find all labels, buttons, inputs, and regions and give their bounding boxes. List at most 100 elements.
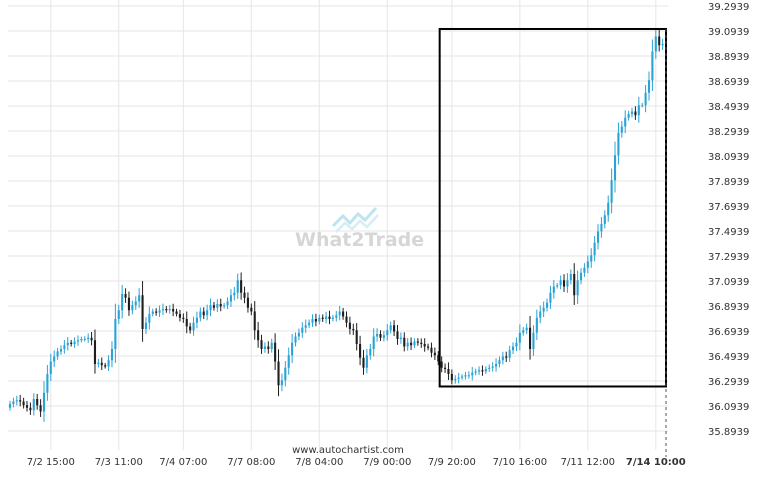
candle-body bbox=[277, 361, 280, 386]
x-tick-label: 7/10 16:00 bbox=[493, 457, 547, 468]
candle-body bbox=[634, 111, 637, 116]
candle-body bbox=[491, 366, 494, 368]
y-tick-label: 36.2939 bbox=[708, 377, 749, 388]
candle-body bbox=[257, 330, 260, 341]
candle-body bbox=[165, 308, 168, 311]
candle-body bbox=[440, 361, 443, 368]
candle-body bbox=[226, 301, 229, 306]
candle-body bbox=[131, 305, 134, 311]
candle-body bbox=[423, 343, 426, 347]
y-tick-label: 37.8939 bbox=[708, 177, 749, 188]
candle-body bbox=[304, 325, 307, 328]
candle-body bbox=[168, 308, 171, 311]
candle-body bbox=[12, 401, 15, 404]
candle-body bbox=[328, 316, 331, 319]
watermark-waves-icon-2 bbox=[335, 214, 379, 233]
candle-body bbox=[192, 322, 195, 331]
x-tick-label: 7/3 11:00 bbox=[95, 457, 143, 468]
candle-body bbox=[369, 348, 372, 356]
y-tick-label: 37.0939 bbox=[708, 277, 749, 288]
candle-body bbox=[355, 330, 358, 344]
candle-body bbox=[603, 215, 606, 224]
candle-body bbox=[416, 341, 419, 343]
candle-body bbox=[651, 51, 654, 81]
candle-body bbox=[637, 105, 640, 116]
candle-body bbox=[260, 340, 263, 349]
candle-body bbox=[342, 311, 345, 317]
candle-body bbox=[545, 302, 549, 308]
candle-body bbox=[410, 342, 413, 346]
candle-body bbox=[175, 311, 178, 314]
candle-body bbox=[202, 311, 205, 316]
y-tick-label: 38.0939 bbox=[708, 152, 749, 163]
source-label: www.autochartist.com bbox=[292, 445, 404, 456]
candle-body bbox=[658, 36, 661, 46]
candle-body bbox=[206, 310, 209, 316]
candle-body bbox=[236, 280, 239, 293]
candle-body bbox=[209, 305, 212, 311]
candle-body bbox=[630, 111, 634, 114]
candle-body bbox=[620, 126, 623, 133]
candle-body bbox=[90, 337, 93, 341]
candle-body bbox=[427, 346, 430, 348]
candle-body bbox=[243, 292, 246, 298]
y-tick-label: 35.8939 bbox=[708, 427, 749, 438]
candle-body bbox=[335, 315, 338, 318]
candle-body bbox=[29, 407, 32, 411]
y-tick-label: 36.4939 bbox=[708, 352, 749, 363]
candle-body bbox=[552, 286, 555, 293]
candle-body bbox=[223, 305, 226, 307]
candle-body bbox=[144, 322, 148, 329]
candle-body bbox=[579, 272, 583, 281]
candle-body bbox=[56, 351, 59, 357]
candle-body bbox=[437, 355, 440, 362]
candle-body bbox=[311, 318, 314, 323]
candle-body bbox=[253, 311, 256, 331]
candle-body bbox=[121, 293, 124, 311]
candle-body bbox=[433, 352, 436, 356]
candle-body bbox=[539, 311, 542, 318]
candle-body bbox=[199, 311, 202, 318]
y-tick-label: 39.0939 bbox=[708, 27, 749, 38]
candle-body bbox=[141, 295, 144, 329]
candle-body bbox=[566, 280, 569, 287]
candle-body bbox=[389, 325, 392, 331]
candle-body bbox=[63, 345, 66, 349]
candle-body bbox=[474, 371, 477, 373]
candle-body bbox=[117, 310, 120, 319]
y-axis: 39.2939 39.0939 38.8939 38.6939 38.4939 38.29… bbox=[708, 2, 749, 438]
candle-body bbox=[481, 370, 484, 372]
candle-body bbox=[372, 336, 375, 349]
candle-body bbox=[556, 285, 559, 287]
candle-body bbox=[508, 350, 511, 358]
candle-body bbox=[382, 335, 385, 338]
candle-body bbox=[457, 377, 460, 379]
watermark-text: What2Trade bbox=[295, 229, 424, 251]
candle-body bbox=[430, 347, 433, 353]
candle-body bbox=[308, 322, 311, 326]
candle-body bbox=[641, 105, 644, 107]
candle-body bbox=[596, 231, 600, 243]
y-tick-label: 36.6939 bbox=[708, 327, 749, 338]
candle-body bbox=[359, 343, 362, 358]
candle-body bbox=[450, 373, 453, 381]
candle-body bbox=[39, 405, 42, 412]
candle-body bbox=[124, 293, 127, 298]
candle-body bbox=[270, 342, 273, 349]
gridlines bbox=[8, 0, 668, 450]
candle-body bbox=[246, 297, 249, 308]
candle-body bbox=[396, 331, 399, 339]
candle-body bbox=[447, 368, 450, 374]
candle-body bbox=[134, 301, 137, 306]
candle-body bbox=[195, 317, 198, 323]
candle-body bbox=[301, 327, 304, 333]
candle-body bbox=[522, 330, 525, 333]
candle-body bbox=[379, 333, 382, 338]
candle-body bbox=[8, 403, 12, 408]
candle-body bbox=[590, 255, 593, 262]
y-tick-label: 38.8939 bbox=[708, 52, 749, 63]
candle-body bbox=[287, 355, 290, 368]
candle-body bbox=[66, 342, 69, 346]
